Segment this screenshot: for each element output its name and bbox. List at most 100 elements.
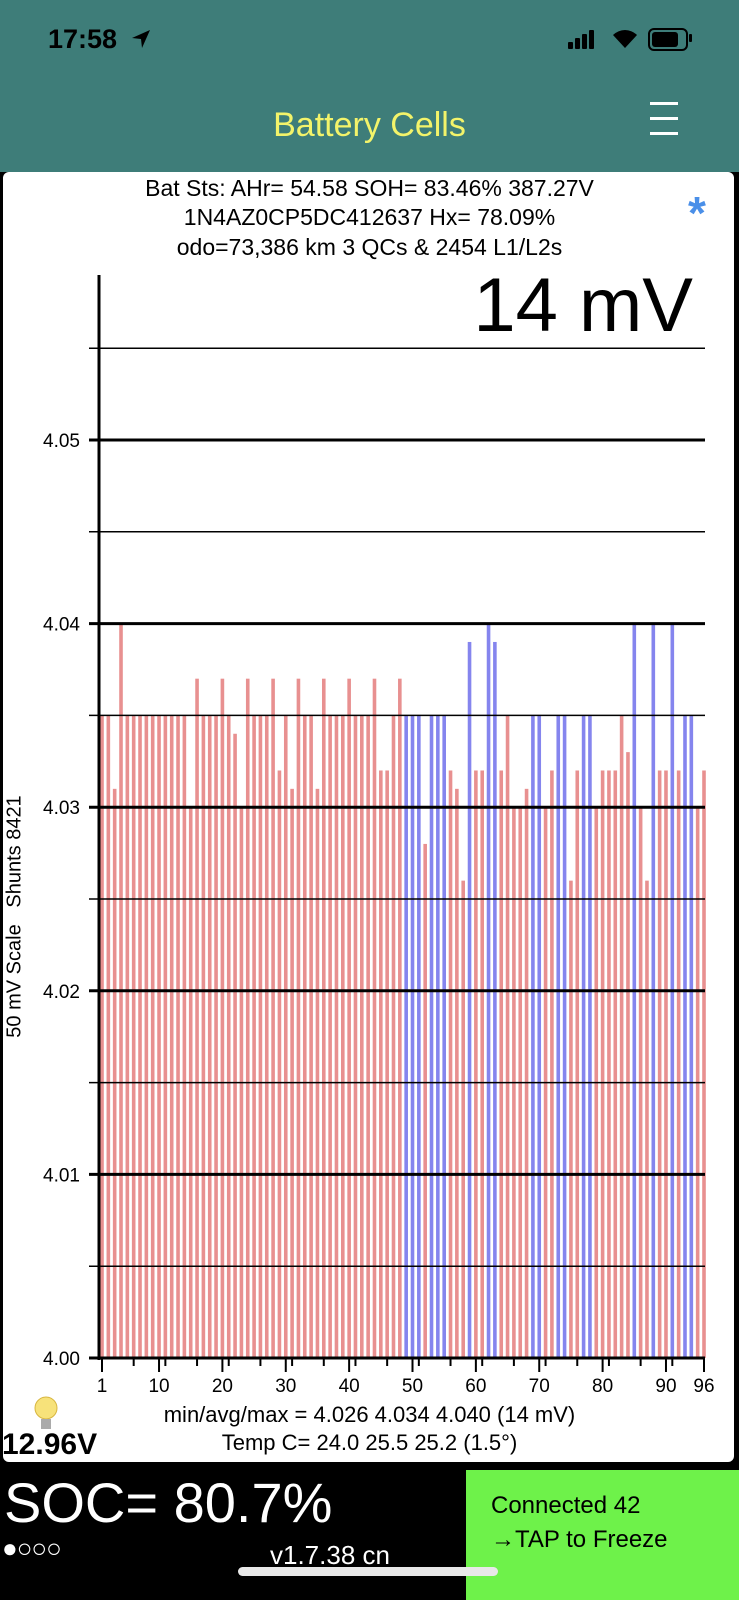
cell-bar xyxy=(391,715,396,1358)
cell-bar xyxy=(645,880,649,1358)
cell-bar xyxy=(524,788,529,1358)
cell-bar xyxy=(569,880,573,1358)
odometer-line: odo=73,386 km 3 QCs & 2454 L1/L2s xyxy=(176,234,563,260)
cell-bar xyxy=(619,715,624,1358)
cell-bar xyxy=(252,715,256,1358)
page-title: Battery Cells xyxy=(273,106,466,144)
app-version: v1.7.38 cn xyxy=(270,1540,390,1570)
cell-bar xyxy=(150,715,155,1358)
x-tick-label: 30 xyxy=(275,1376,296,1397)
cell-bar xyxy=(537,715,542,1358)
cell-bar xyxy=(366,715,370,1358)
cell-bar xyxy=(315,788,320,1358)
cell-bar xyxy=(328,715,332,1358)
cell-bar xyxy=(467,641,472,1358)
cell-spread: 14 mV xyxy=(473,263,693,348)
x-tick-label: 96 xyxy=(693,1376,714,1397)
temperature-line: Temp C= 24.0 25.5 25.2 (1.5°) xyxy=(221,1430,518,1455)
cell-bar xyxy=(702,770,706,1358)
cell-bar xyxy=(347,678,351,1358)
status-time: 17:58 xyxy=(48,24,118,54)
cell-bar xyxy=(372,678,377,1358)
cell-bar xyxy=(271,678,275,1358)
cell-bar xyxy=(505,715,510,1358)
cell-bar xyxy=(201,715,206,1358)
freeze-label: →TAP to Freeze xyxy=(491,1526,668,1553)
page-indicator[interactable]: ●○○○ xyxy=(2,1533,62,1563)
freeze-button[interactable]: Connected 42 →TAP to Freeze xyxy=(466,1470,739,1600)
cell-bar xyxy=(264,715,269,1358)
cell-bar xyxy=(169,715,174,1358)
bluetooth-activity-icon: * xyxy=(688,187,706,239)
cell-bar xyxy=(182,715,187,1358)
cell-bar xyxy=(176,715,180,1358)
cell-bar xyxy=(163,715,168,1358)
cell-bar xyxy=(575,770,580,1358)
cell-bar xyxy=(226,715,231,1358)
cell-bar xyxy=(106,715,111,1358)
cell-bar xyxy=(626,752,630,1358)
cell-bar xyxy=(474,770,478,1358)
x-tick-label: 20 xyxy=(212,1376,233,1397)
cell-bar xyxy=(353,715,358,1358)
cell-bar xyxy=(334,715,339,1358)
cell-bar xyxy=(448,770,453,1358)
battery-icon xyxy=(648,28,688,51)
cell-bar xyxy=(689,715,694,1358)
x-tick-label: 90 xyxy=(655,1376,676,1397)
cell-bar xyxy=(207,715,212,1358)
home-indicator[interactable] xyxy=(238,1567,498,1576)
cell-bar xyxy=(493,641,497,1358)
cell-bar xyxy=(531,715,535,1358)
lightbulb-icon[interactable] xyxy=(32,1395,60,1435)
cell-bar xyxy=(112,788,117,1358)
cell-bar xyxy=(195,678,199,1358)
cell-bar xyxy=(100,715,104,1358)
cell-bar xyxy=(607,770,611,1358)
cell-bar xyxy=(157,715,161,1358)
cell-bar xyxy=(138,715,142,1358)
cell-bar xyxy=(379,770,383,1358)
cell-bar xyxy=(302,715,307,1358)
cell-bar xyxy=(455,788,459,1358)
cell-bar xyxy=(283,715,288,1358)
wifi-icon xyxy=(613,30,637,48)
cell-bar xyxy=(233,733,237,1358)
cell-bar xyxy=(436,715,440,1358)
y-tick-label: 4.03 xyxy=(43,798,80,819)
y-tick-label: 4.02 xyxy=(43,982,80,1003)
x-tick-label: 10 xyxy=(148,1376,169,1397)
cell-bar xyxy=(220,678,225,1358)
y-tick-label: 4.04 xyxy=(43,615,80,636)
y-tick-label: 4.05 xyxy=(43,431,80,452)
cellular-signal-icon xyxy=(568,30,596,49)
cell-bar xyxy=(588,715,592,1358)
cell-bar xyxy=(296,678,301,1358)
cell-bar xyxy=(360,715,364,1358)
state-of-charge: SOC= 80.7% xyxy=(4,1471,333,1534)
cell-bar xyxy=(613,770,618,1358)
cell-bar xyxy=(664,770,668,1358)
cell-bar xyxy=(321,678,326,1358)
min-avg-max: min/avg/max = 4.026 4.034 4.040 (14 mV) xyxy=(163,1402,576,1427)
cell-bar xyxy=(290,788,294,1358)
cell-bar xyxy=(461,880,465,1358)
cell-bar xyxy=(245,678,250,1358)
cell-bar xyxy=(410,715,415,1358)
cell-bar xyxy=(125,715,130,1358)
cell-bar xyxy=(404,715,408,1358)
hamburger-icon[interactable] xyxy=(650,102,678,147)
aux-battery-voltage: 12.96V xyxy=(2,1428,98,1461)
cell-bar xyxy=(131,715,136,1358)
cell-bar xyxy=(423,843,427,1358)
cell-bar xyxy=(309,715,313,1358)
cell-bar xyxy=(442,715,446,1358)
cell-bar xyxy=(550,770,554,1358)
cell-bar xyxy=(581,715,586,1358)
x-tick-label: 80 xyxy=(592,1376,613,1397)
cell-bar xyxy=(417,715,421,1358)
cell-bar xyxy=(398,678,402,1358)
cell-bar xyxy=(429,715,434,1358)
x-tick-label: 70 xyxy=(529,1376,550,1397)
